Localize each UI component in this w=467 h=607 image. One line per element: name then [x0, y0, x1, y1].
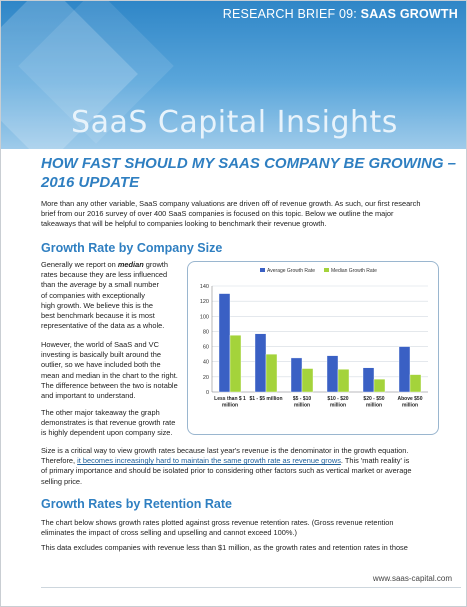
intro-paragraph: More than any other variable, SaaS compa…	[41, 199, 461, 230]
text-line: outlier, so we have included both the	[41, 360, 161, 370]
y-tick-label: 140	[200, 284, 209, 290]
y-tick-label: 20	[203, 375, 209, 381]
y-tick-label: 100	[200, 314, 209, 320]
legend-swatch	[260, 268, 265, 272]
y-tick-label: 60	[203, 345, 209, 351]
text-line: However, the world of SaaS and VC	[41, 340, 159, 349]
x-tick-label: million	[222, 403, 238, 409]
text-line: The chart below shows growth rates plott…	[41, 518, 394, 527]
text-line: best benchmark because it is most	[41, 311, 155, 321]
text-line: demonstrates is that revenue growth rate	[41, 418, 176, 428]
x-tick-label: million	[366, 403, 382, 409]
x-tick-label: $20 - $50	[363, 396, 384, 402]
brand-title: SaaS Capital Insights	[71, 105, 398, 140]
text-line: The other major takeaway the graph	[41, 408, 160, 417]
y-tick-label: 120	[200, 299, 209, 305]
x-tick-label: million	[402, 403, 418, 409]
x-tick-label: $10 - $20	[327, 396, 348, 402]
bar-median	[373, 378, 386, 393]
text-line: selling price.	[41, 476, 83, 486]
median-paragraph: Generally we report on median growth rat…	[41, 260, 186, 331]
exclusion-paragraph: This data excludes companies with revenu…	[41, 543, 461, 553]
bar-average	[362, 367, 375, 393]
legend-label: Median Growth Rate	[331, 268, 377, 274]
x-tick-label: million	[330, 403, 346, 409]
size-paragraph: Size is a critical way to view growth ra…	[41, 446, 461, 487]
x-tick-label: Less than $ 1	[214, 396, 246, 402]
retention-paragraph: The chart below shows growth rates plott…	[41, 518, 461, 538]
text-line: rates because they are less influenced	[41, 270, 168, 280]
research-brief-label: RESEARCH BRIEF 09: SAAS GROWTH	[222, 7, 458, 21]
title-line: HOW FAST SHOULD MY SAAS COMPANY BE GROWI…	[41, 155, 457, 172]
x-tick-label: million	[294, 403, 310, 409]
text-line: investing is basically built around the	[41, 350, 161, 360]
text-line: mean and median in the chart to the righ…	[41, 370, 178, 380]
emphasis-link[interactable]: it becomes increasingly hard to maintain…	[77, 456, 341, 466]
section-heading-retention: Growth Rates by Retention Rate	[41, 497, 232, 511]
y-tick-label: 40	[203, 360, 209, 366]
text-line: is highly dependent upon company size.	[41, 428, 173, 438]
intro-line: brief from our 2016 survey of over 400 S…	[41, 209, 394, 219]
legend-swatch	[324, 268, 329, 272]
text-line: The difference between the two is notabl…	[41, 380, 178, 390]
bar-average	[326, 355, 339, 393]
text-line: Generally we report on median growth	[41, 260, 168, 269]
footer-divider	[41, 587, 461, 588]
outlier-paragraph: However, the world of SaaS and VC invest…	[41, 340, 186, 401]
bar-average	[398, 346, 411, 393]
header-banner: RESEARCH BRIEF 09: SAAS GROWTH SaaS Capi…	[1, 1, 466, 149]
bar-average	[218, 293, 231, 393]
intro-line: takeaways that will be helpful to compan…	[41, 219, 327, 229]
growth-rate-chart: 0 20 40 60 80 100 120 140 Average Growth Rate Med…	[187, 261, 439, 435]
x-tick-label: $5 - $10	[293, 396, 312, 402]
text-line: This data excludes companies with revenu…	[41, 543, 408, 552]
legend-label: Average Growth Rate	[267, 268, 315, 274]
bar-median	[409, 374, 422, 393]
text-line: and important to understand.	[41, 391, 136, 401]
footer-url[interactable]: www.saas-capital.com	[372, 574, 452, 583]
y-tick-label: 0	[206, 390, 209, 396]
takeaway-paragraph: The other major takeaway the graph demon…	[41, 408, 186, 439]
text-line: of companies with exceptionally	[41, 290, 145, 300]
text-line: representative of the data as a whole.	[41, 321, 165, 331]
text-line: Size is a critical way to view growth ra…	[41, 446, 409, 455]
page-title: HOW FAST SHOULD MY SAAS COMPANY BE GROWI…	[41, 154, 461, 192]
text-line: of primary importance and should be isol…	[41, 466, 412, 476]
text-line: high growth. We believe this is the	[41, 300, 154, 310]
text-line: than the average by a small number	[41, 280, 159, 290]
intro-line: More than any other variable, SaaS compa…	[41, 199, 421, 208]
bar-median	[337, 369, 350, 393]
bar-median	[265, 353, 278, 393]
section-heading-growth-by-size: Growth Rate by Company Size	[41, 241, 223, 255]
title-line: 2016 UPDATE	[41, 174, 140, 191]
bar-average	[290, 357, 303, 393]
x-tick-label: $1 - $5 million	[249, 396, 282, 402]
bar-median	[229, 335, 242, 393]
text-line: Therefore, it becomes increasingly hard …	[41, 456, 410, 466]
x-tick-label: Above $50	[397, 396, 422, 402]
bar-median	[301, 368, 314, 393]
bar-average	[254, 333, 267, 393]
text-line: eliminates the impact of cross selling a…	[41, 528, 297, 538]
chart-svg: 0 20 40 60 80 100 120 140 Average Growth Rate Med…	[200, 268, 428, 409]
y-tick-label: 80	[203, 329, 209, 335]
